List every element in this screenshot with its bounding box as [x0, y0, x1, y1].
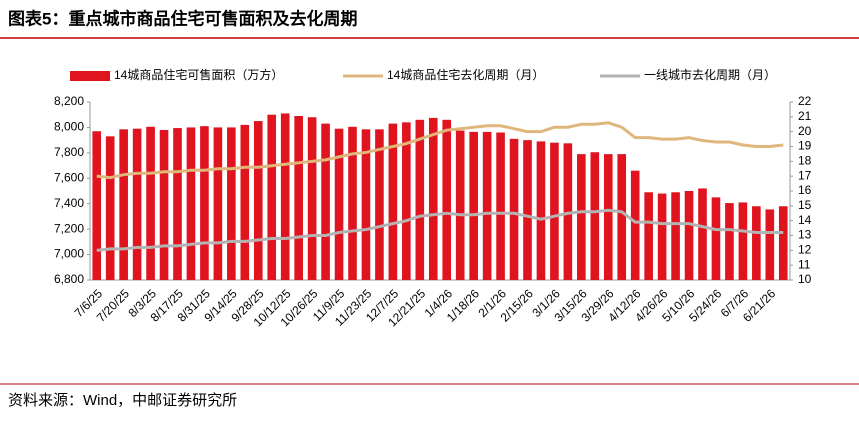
bar: [267, 114, 277, 280]
bar: [657, 193, 667, 280]
bar: [725, 203, 734, 280]
bar: [159, 129, 169, 280]
y-tick-label: 7,200: [54, 221, 84, 235]
y2-tick-label: 16: [798, 183, 812, 197]
bar: [630, 170, 640, 280]
bar: [294, 115, 303, 280]
y2-tick-label: 17: [798, 168, 812, 182]
bar: [334, 128, 344, 280]
y-tick-label: 8,000: [54, 120, 84, 134]
bar: [698, 188, 707, 280]
bar: [227, 127, 236, 280]
y2-tick-label: 21: [798, 109, 812, 123]
y2-tick-label: 11: [798, 257, 811, 271]
bar: [253, 121, 263, 280]
bar: [550, 142, 559, 280]
bar: [361, 129, 371, 280]
bar: [402, 122, 411, 280]
bar: [213, 127, 223, 280]
bar: [684, 191, 694, 280]
bar: [200, 126, 209, 281]
bar: [509, 138, 519, 280]
bar: [765, 209, 775, 280]
bar: [577, 154, 586, 280]
bar: [523, 140, 532, 280]
bar: [415, 119, 425, 280]
y2-tick-label: 12: [798, 243, 812, 257]
bar: [132, 128, 142, 280]
y-tick-label: 7,000: [54, 247, 84, 261]
bar: [603, 154, 613, 280]
bar: [240, 124, 250, 280]
bar: [482, 131, 492, 280]
y-tick-label: 7,400: [54, 196, 84, 210]
bar: [388, 123, 398, 280]
bar: [536, 141, 546, 280]
bar: [307, 117, 317, 280]
bar: [442, 119, 452, 280]
y2-tick-label: 13: [798, 228, 812, 242]
y2-tick-label: 19: [798, 139, 812, 153]
y2-tick-label: 14: [798, 213, 812, 227]
y2-tick-label: 15: [798, 198, 812, 212]
bar: [173, 128, 182, 280]
legend-swatch: [70, 71, 110, 81]
y-tick-label: 8,200: [54, 94, 84, 108]
y2-tick-label: 10: [798, 272, 812, 286]
bar: [711, 197, 721, 280]
source: 资料来源：Wind，中邮证券研究所: [8, 392, 237, 409]
legend-label: 14城商品住宅可售面积（万方）: [114, 67, 283, 82]
bar: [617, 154, 627, 280]
bar: [146, 126, 155, 281]
y-tick-label: 7,800: [54, 145, 84, 159]
y-tick-label: 6,800: [54, 272, 84, 286]
bar: [375, 129, 384, 280]
bar: [280, 113, 290, 280]
bar: [105, 136, 115, 280]
bar: [348, 126, 357, 281]
bar: [644, 192, 653, 280]
bar: [671, 192, 680, 280]
bar: [590, 152, 600, 280]
bar: [321, 123, 330, 280]
bar: [455, 130, 465, 280]
legend-label: 14城商品住宅去化周期（月）: [387, 67, 544, 82]
line: [96, 208, 784, 252]
legend-label: 一线城市去化周期（月）: [644, 67, 776, 82]
bar: [496, 132, 505, 280]
bar: [428, 117, 438, 281]
y2-tick-label: 20: [798, 124, 812, 138]
bar: [738, 202, 748, 280]
bar: [92, 131, 102, 280]
bar: [563, 143, 573, 280]
bar: [186, 127, 196, 280]
bar: [469, 131, 478, 280]
y-tick-label: 7,600: [54, 170, 84, 184]
chart-title: 图表5：重点城市商品住宅可售面积及去化周期: [8, 8, 357, 28]
bar: [778, 206, 788, 280]
bar: [752, 206, 761, 280]
line: [96, 121, 784, 180]
y2-tick-label: 18: [798, 154, 812, 168]
y2-tick-label: 22: [798, 94, 812, 108]
bar: [119, 129, 128, 280]
